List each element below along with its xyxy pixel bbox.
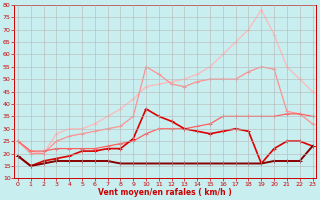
X-axis label: Vent moyen/en rafales ( km/h ): Vent moyen/en rafales ( km/h ) <box>98 188 232 197</box>
